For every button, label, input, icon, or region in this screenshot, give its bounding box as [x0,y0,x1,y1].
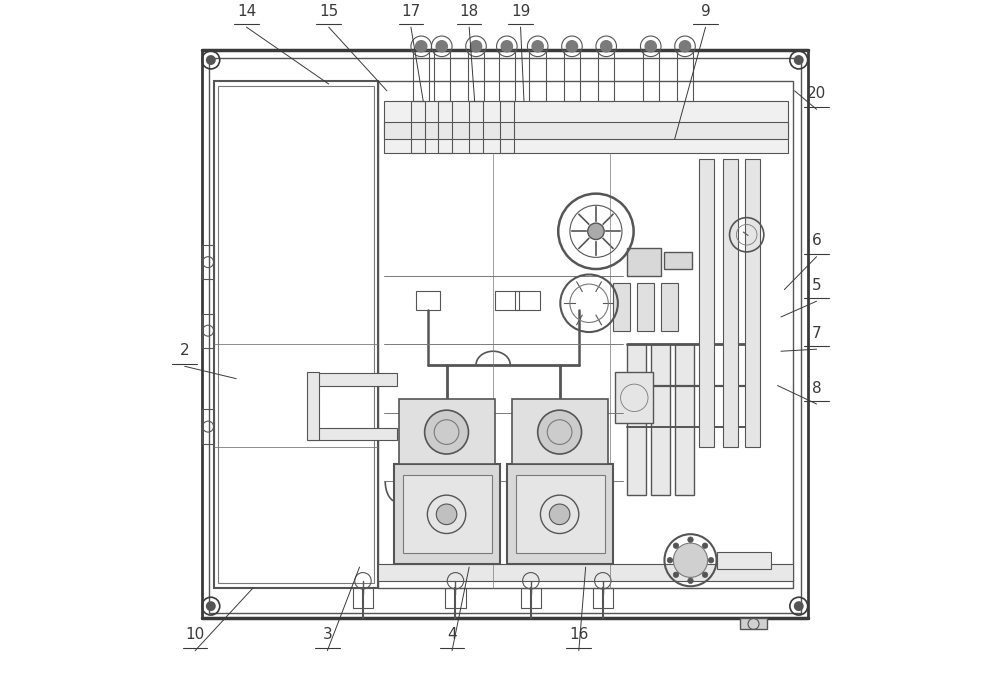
Bar [214,80,378,587]
Text: 18: 18 [460,4,479,19]
Bar [643,49,659,101]
Bar [651,344,670,495]
Circle shape [436,504,457,525]
Bar [723,159,738,447]
Bar [677,49,693,101]
Bar [416,291,440,310]
Bar [615,372,653,423]
Text: 14: 14 [237,4,256,19]
Bar [521,587,541,608]
Bar [699,159,714,447]
Circle shape [688,578,693,583]
Bar [307,372,319,440]
Circle shape [702,543,708,548]
Bar [209,58,801,613]
Circle shape [673,543,708,577]
Bar [500,101,514,153]
Bar [495,291,519,310]
Bar [403,475,492,554]
Bar [469,101,483,153]
Circle shape [566,41,577,52]
Circle shape [601,41,612,52]
Bar [202,313,214,348]
Circle shape [680,41,690,52]
Text: 5: 5 [812,278,821,293]
Text: 10: 10 [185,627,205,642]
Bar [399,399,495,464]
Circle shape [425,410,468,454]
Circle shape [795,56,803,64]
Bar [434,49,450,101]
Circle shape [588,223,604,240]
Circle shape [207,56,215,64]
Text: 3: 3 [322,627,332,642]
Bar [202,245,214,280]
Bar [378,80,793,587]
Text: 7: 7 [812,326,821,341]
Text: 15: 15 [319,4,338,19]
Circle shape [207,602,215,610]
Bar [438,101,452,153]
Bar [516,475,605,554]
Circle shape [702,572,708,578]
Bar [468,49,484,101]
Circle shape [501,41,512,52]
Circle shape [549,504,570,525]
Circle shape [673,572,679,578]
Bar [445,587,466,608]
Bar [384,101,788,153]
Bar [202,49,808,618]
Bar [675,344,694,495]
Circle shape [416,41,427,52]
Text: 2: 2 [180,343,190,358]
Circle shape [436,41,447,52]
Bar [413,49,429,101]
Text: 17: 17 [401,4,421,19]
Bar [661,283,678,330]
Bar [512,399,608,464]
Text: 8: 8 [812,381,821,396]
Text: 9: 9 [701,4,710,19]
Text: 16: 16 [569,627,588,642]
Circle shape [667,557,673,563]
Bar [740,618,767,629]
Bar [598,49,614,101]
Circle shape [471,41,481,52]
Bar [529,49,546,101]
Bar [593,587,613,608]
Bar [637,283,654,330]
Text: 4: 4 [447,627,457,642]
Bar [515,291,540,310]
Bar [664,252,692,269]
Circle shape [538,410,582,454]
Bar [411,101,425,153]
Circle shape [688,537,693,543]
Bar [745,159,760,447]
Bar [627,249,661,276]
Bar [507,464,613,563]
Bar [353,587,373,608]
Bar [564,49,580,101]
Bar [394,464,500,563]
Circle shape [708,557,714,563]
Bar [378,563,793,581]
Bar [308,373,397,385]
Text: 20: 20 [807,86,826,101]
Bar [717,552,771,569]
Bar [202,409,214,444]
Text: 19: 19 [511,4,530,19]
Circle shape [645,41,656,52]
Bar [499,49,515,101]
Bar [308,428,397,440]
Circle shape [795,602,803,610]
Bar [384,122,788,139]
Circle shape [532,41,543,52]
Bar [627,344,646,495]
Bar [218,86,374,583]
Text: 6: 6 [812,234,821,249]
Bar [613,283,630,330]
Circle shape [673,543,679,548]
